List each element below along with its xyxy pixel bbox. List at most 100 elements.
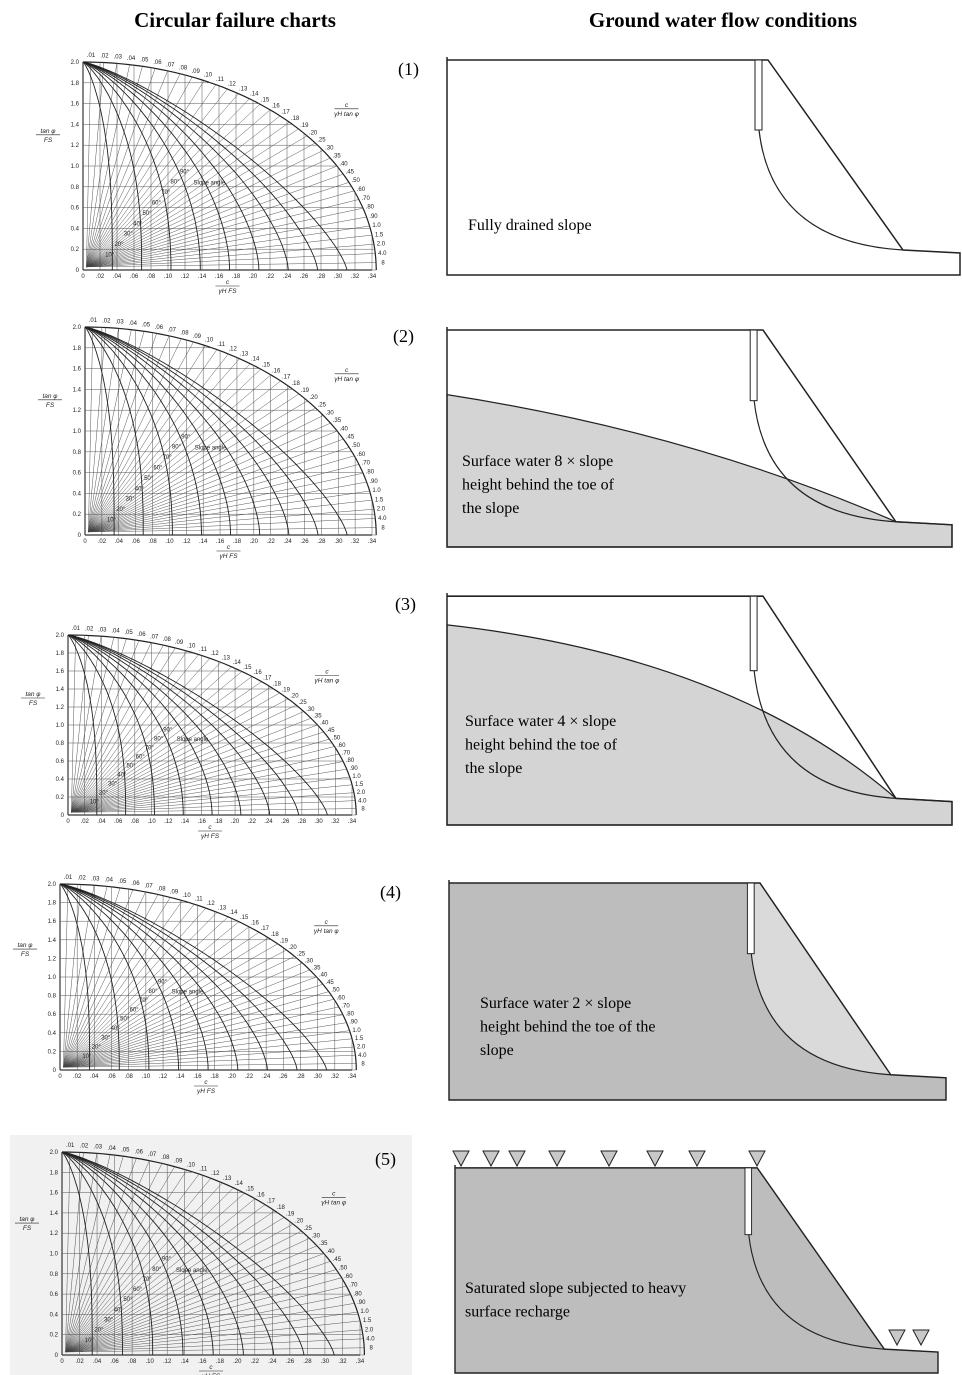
angle-label: 50° bbox=[143, 211, 153, 217]
x-tick-label: .26 bbox=[279, 1074, 288, 1080]
angle-label: 10° bbox=[105, 252, 115, 258]
ratio-tick-label: .11 bbox=[217, 342, 226, 348]
failure-chart: 0.02.04.06.08.10.12.14.16.18.20.22.24.26… bbox=[36, 53, 387, 295]
ratio-tick-label: .11 bbox=[199, 1166, 208, 1172]
x-tick-label: .08 bbox=[147, 274, 156, 280]
angle-label: 40° bbox=[135, 486, 145, 492]
ratio-tick-label: .09 bbox=[174, 1159, 183, 1165]
x-tick-label: .06 bbox=[131, 539, 140, 545]
ratio-tick-label: .08 bbox=[161, 1155, 170, 1161]
angle-label: 70° bbox=[143, 1277, 153, 1283]
x-tick-label: .20 bbox=[249, 274, 258, 280]
ratio-tick-label: .90 bbox=[357, 1300, 366, 1306]
ratio-tick-label: .35 bbox=[332, 153, 341, 159]
y-tick-label: 1.8 bbox=[73, 346, 82, 352]
ratio-tick-label: .14 bbox=[250, 92, 259, 98]
slope-outline bbox=[447, 57, 960, 275]
x-tick-label: .34 bbox=[348, 819, 357, 825]
x-tick-label: .30 bbox=[313, 1074, 322, 1080]
angle-label: 10° bbox=[85, 1338, 95, 1344]
ratio-axis-label: c bbox=[325, 669, 329, 676]
ratio-axis-label: c bbox=[345, 102, 349, 109]
recharge-marker bbox=[889, 1330, 905, 1345]
x-tick-label: .18 bbox=[210, 1074, 219, 1080]
ratio-axis-label: γH tan φ bbox=[334, 111, 360, 118]
ratio-tick-label: .30 bbox=[325, 410, 334, 416]
ratio-tick-label: .07 bbox=[168, 327, 177, 333]
ratio-tick-label: .04 bbox=[127, 56, 136, 62]
y-tick-label: 0.4 bbox=[48, 1031, 57, 1037]
ratio-tick-label: .18 bbox=[276, 1205, 285, 1211]
radial-line bbox=[63, 992, 328, 1068]
ratio-tick-label: .02 bbox=[102, 319, 111, 325]
recharge-marker bbox=[601, 1151, 617, 1166]
panel-description: height behind the toe of bbox=[462, 477, 615, 494]
ratio-tick-label: .70 bbox=[362, 461, 371, 467]
ratio-tick-label: .14 bbox=[229, 910, 238, 916]
ratio-tick-label: .09 bbox=[191, 69, 200, 75]
y-tick-label: 0.2 bbox=[56, 795, 65, 801]
ratio-tick-label: .09 bbox=[193, 334, 202, 340]
ratio-tick-label: .25 bbox=[298, 700, 307, 706]
y-axis-label: FS bbox=[46, 402, 55, 409]
x-tick-label: .12 bbox=[181, 274, 190, 280]
radial-line bbox=[71, 635, 75, 812]
x-tick-label: .24 bbox=[268, 1359, 277, 1365]
panel-number: (3) bbox=[395, 594, 416, 615]
recharge-marker bbox=[913, 1330, 929, 1345]
angle-label: 60° bbox=[130, 1007, 140, 1013]
panel-description: the slope bbox=[465, 760, 522, 777]
y-tick-label: 1.4 bbox=[71, 122, 80, 128]
angle-label: 20° bbox=[94, 1328, 104, 1334]
y-tick-label: 1.4 bbox=[48, 938, 57, 944]
x-tick-label: 0 bbox=[83, 539, 87, 545]
panel-description: Surface water 4 × slope bbox=[465, 713, 616, 730]
ratio-tick-label: .14 bbox=[234, 1181, 243, 1187]
ratio-tick-label: .20 bbox=[290, 694, 299, 700]
angle-label: 60° bbox=[152, 200, 162, 206]
ratio-tick-label: .06 bbox=[153, 60, 162, 66]
y-tick-label: 0 bbox=[53, 1068, 57, 1074]
ratio-tick-label: .10 bbox=[204, 73, 213, 79]
ratio-tick-label: .13 bbox=[223, 1176, 232, 1182]
ratio-tick-label: .50 bbox=[332, 735, 341, 741]
x-tick-label: .34 bbox=[348, 1074, 357, 1080]
ratio-tick-label: .15 bbox=[243, 665, 252, 671]
y-tick-label: 1.6 bbox=[71, 102, 80, 108]
y-tick-label: 1.4 bbox=[56, 687, 65, 693]
ratio-tick-label: 4.0 bbox=[358, 1053, 367, 1059]
angle-label: 50° bbox=[126, 763, 136, 769]
recharge-marker bbox=[749, 1151, 765, 1166]
ratio-tick-label: .10 bbox=[187, 1162, 196, 1168]
x-tick-label: .16 bbox=[216, 539, 225, 545]
ratio-tick-label: .90 bbox=[369, 479, 378, 485]
ratio-tick-label: .45 bbox=[346, 170, 355, 176]
x-tick-label: .24 bbox=[283, 274, 292, 280]
x-tick-label: .16 bbox=[215, 274, 224, 280]
angle-label: 60° bbox=[136, 754, 146, 760]
ratio-tick-label: .05 bbox=[121, 1148, 130, 1154]
slope-angle-label: Slope angle bbox=[176, 1268, 208, 1274]
ratio-tick-label: 1.0 bbox=[360, 1309, 369, 1315]
ratio-tick-label: 4.0 bbox=[378, 516, 387, 522]
x-tick-label: .30 bbox=[314, 819, 323, 825]
x-tick-label: .16 bbox=[193, 1074, 202, 1080]
slope-panel bbox=[449, 880, 946, 1100]
y-tick-label: 1.0 bbox=[71, 164, 80, 170]
x-tick-label: .06 bbox=[114, 819, 123, 825]
saturated-zone bbox=[455, 1168, 938, 1373]
radial-line bbox=[71, 739, 329, 812]
angle-label: 10° bbox=[82, 1054, 92, 1060]
ratio-tick-label: .35 bbox=[333, 418, 342, 424]
ratio-tick-label: 2.0 bbox=[365, 1327, 374, 1333]
ratio-tick-label: .60 bbox=[337, 743, 346, 749]
angle-label: 50° bbox=[123, 1297, 133, 1303]
ratio-tick-label: .08 bbox=[180, 330, 189, 336]
radial-line bbox=[88, 456, 354, 532]
ratio-tick-label: .03 bbox=[114, 54, 123, 60]
ratio-tick-label: .30 bbox=[312, 1233, 321, 1239]
x-tick-label: .10 bbox=[142, 1074, 151, 1080]
ratio-tick-label: .35 bbox=[319, 1241, 328, 1247]
x-tick-label: .04 bbox=[97, 819, 106, 825]
ratio-tick-label: .05 bbox=[142, 323, 151, 329]
